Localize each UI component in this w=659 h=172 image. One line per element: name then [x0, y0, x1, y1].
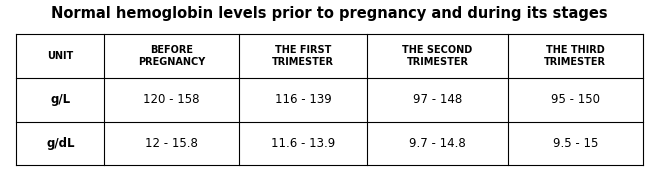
- Text: g/L: g/L: [50, 93, 71, 106]
- Text: 97 - 148: 97 - 148: [413, 93, 462, 106]
- Text: 9.5 - 15: 9.5 - 15: [552, 137, 598, 150]
- Text: 116 - 139: 116 - 139: [275, 93, 331, 106]
- Text: THE THIRD
TRIMESTER: THE THIRD TRIMESTER: [544, 45, 606, 67]
- Text: THE FIRST
TRIMESTER: THE FIRST TRIMESTER: [272, 45, 334, 67]
- Text: Normal hemoglobin levels prior to pregnancy and during its stages: Normal hemoglobin levels prior to pregna…: [51, 6, 608, 21]
- Text: 12 - 15.8: 12 - 15.8: [145, 137, 198, 150]
- Text: UNIT: UNIT: [47, 51, 73, 61]
- Text: g/dL: g/dL: [46, 137, 74, 150]
- Text: THE SECOND
TRIMESTER: THE SECOND TRIMESTER: [403, 45, 473, 67]
- Text: BEFORE
PREGNANCY: BEFORE PREGNANCY: [138, 45, 205, 67]
- Text: 95 - 150: 95 - 150: [551, 93, 600, 106]
- Text: 120 - 158: 120 - 158: [143, 93, 200, 106]
- Text: 11.6 - 13.9: 11.6 - 13.9: [271, 137, 335, 150]
- Text: 9.7 - 14.8: 9.7 - 14.8: [409, 137, 466, 150]
